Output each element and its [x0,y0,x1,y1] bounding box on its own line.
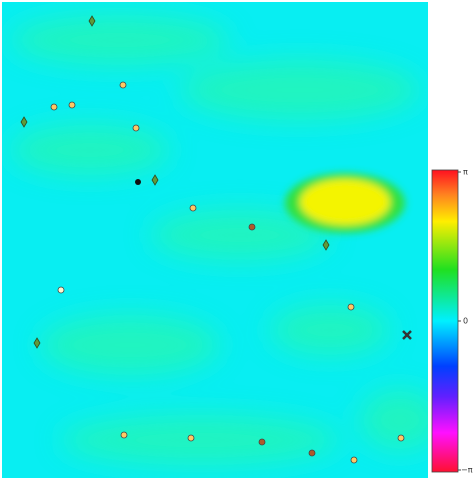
marker [350,456,358,464]
marker [248,223,256,231]
marker [135,179,141,185]
marker [189,204,197,212]
marker [397,434,405,442]
marker [120,431,128,439]
marker [308,449,316,457]
marker [68,101,76,109]
marker [322,239,330,251]
marker [132,124,140,132]
marker [119,81,127,89]
marker [258,438,266,446]
colorbar-label: π [463,168,468,177]
marker [187,434,195,442]
marker [151,174,159,186]
marker [88,15,96,27]
colorbar-label: 0 [463,317,468,326]
marker [57,286,65,294]
phase-map [2,2,428,478]
marker [347,303,355,311]
marker [50,103,58,111]
cross-marker [402,330,412,340]
marker [33,337,41,349]
markers [20,15,412,464]
colorbar [431,169,459,473]
marker [20,116,28,128]
colorbar-label: −π [461,466,473,475]
